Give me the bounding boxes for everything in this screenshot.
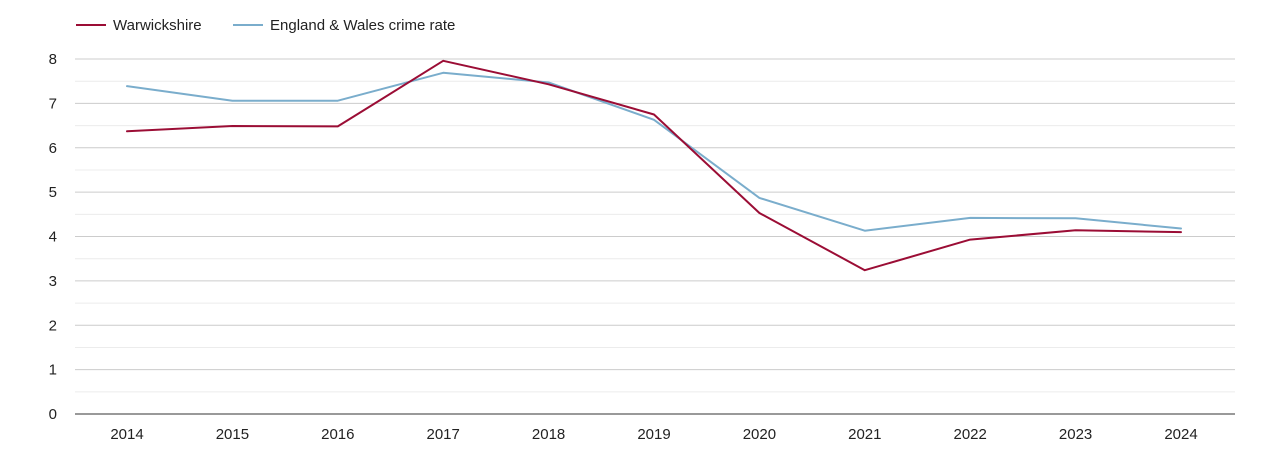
- x-tick-label: 2023: [1059, 426, 1092, 443]
- data-point[interactable]: [543, 78, 555, 90]
- data-point[interactable]: [332, 95, 344, 107]
- data-point[interactable]: [121, 80, 133, 92]
- x-tick-label: 2024: [1164, 426, 1197, 443]
- data-point[interactable]: [437, 67, 449, 79]
- data-point[interactable]: [648, 108, 660, 120]
- y-tick-label: 1: [49, 362, 57, 379]
- legend-item-warwickshire[interactable]: Warwickshire: [76, 17, 202, 34]
- x-tick-label: 2020: [743, 426, 776, 443]
- data-point[interactable]: [226, 95, 238, 107]
- data-point[interactable]: [859, 264, 871, 276]
- data-point[interactable]: [1070, 212, 1082, 224]
- y-axis: 0 1 2 3 4 5 6 7 8: [49, 51, 57, 423]
- data-point[interactable]: [753, 207, 765, 219]
- y-tick-label: 8: [49, 51, 57, 68]
- data-point[interactable]: [859, 225, 871, 237]
- series-line-warwickshire[interactable]: [126, 59, 1182, 272]
- x-tick-label: 2019: [637, 426, 670, 443]
- grid: [75, 58, 1235, 393]
- data-point[interactable]: [332, 120, 344, 132]
- y-tick-label: 6: [49, 140, 57, 157]
- x-tick-label: 2017: [427, 426, 460, 443]
- x-axis: 2014 2015 2016 2017 2018 2019 2020 2021 2022 2023…: [75, 413, 1235, 443]
- x-tick-label: 2021: [848, 426, 881, 443]
- series-line-england-wales[interactable]: [126, 71, 1182, 232]
- y-tick-label: 3: [49, 273, 57, 290]
- y-tick-label: 4: [49, 229, 57, 246]
- data-point[interactable]: [964, 234, 976, 246]
- x-tick-label: 2016: [321, 426, 354, 443]
- legend-label-england-wales: England & Wales crime rate: [270, 17, 455, 34]
- legend-item-england-wales[interactable]: England & Wales crime rate: [233, 17, 455, 34]
- x-tick-label: 2022: [954, 426, 987, 443]
- data-point[interactable]: [121, 125, 133, 137]
- y-tick-label: 7: [49, 95, 57, 112]
- data-point[interactable]: [1175, 226, 1187, 238]
- y-tick-label: 2: [49, 317, 57, 334]
- y-tick-label: 5: [49, 184, 57, 201]
- data-point[interactable]: [1070, 224, 1082, 236]
- y-tick-label: 0: [49, 406, 57, 423]
- data-point[interactable]: [226, 120, 238, 132]
- series-layer: [121, 55, 1187, 276]
- x-tick-label: 2014: [110, 426, 143, 443]
- x-tick-label: 2015: [216, 426, 249, 443]
- data-point[interactable]: [753, 192, 765, 204]
- legend: Warwickshire England & Wales crime rate: [76, 17, 455, 34]
- legend-label-warwickshire: Warwickshire: [113, 17, 202, 34]
- x-tick-label: 2018: [532, 426, 565, 443]
- data-point[interactable]: [964, 212, 976, 224]
- data-point[interactable]: [437, 55, 449, 67]
